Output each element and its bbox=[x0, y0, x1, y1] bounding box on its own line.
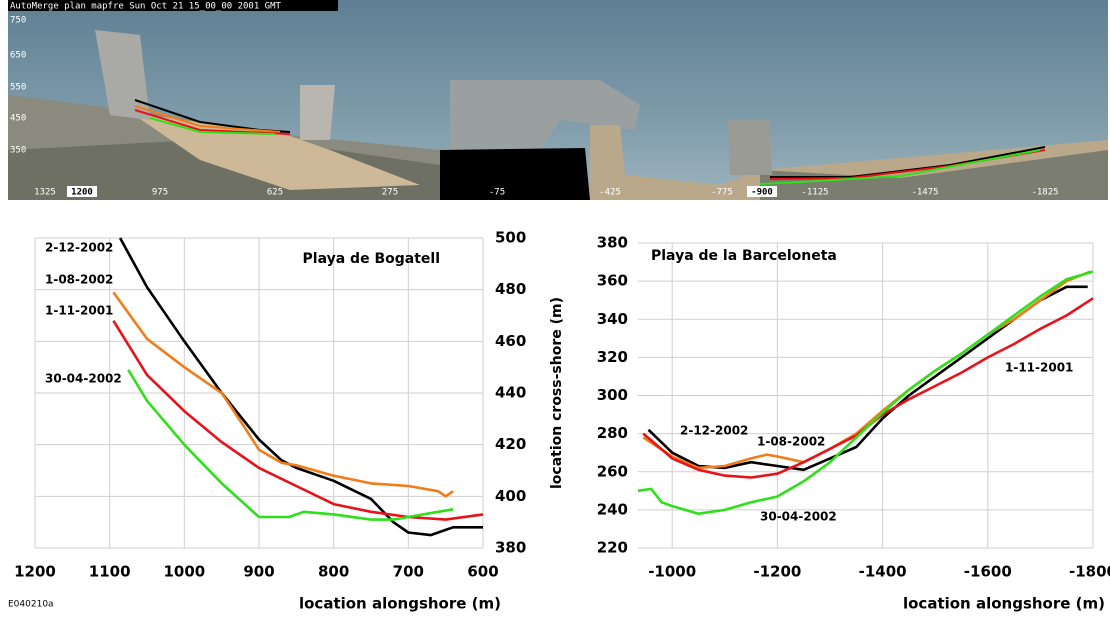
y-tick-label: 440 bbox=[495, 384, 526, 402]
image-y-label: 750 bbox=[10, 16, 26, 26]
y-tick-label: 320 bbox=[597, 348, 628, 366]
x-tick-label: 600 bbox=[467, 563, 498, 581]
figure-id: E040210a bbox=[8, 600, 54, 610]
series-label: 30-04-2002 bbox=[760, 510, 837, 524]
image-x-label: 975 bbox=[152, 188, 168, 198]
y-tick-label: 280 bbox=[597, 424, 628, 442]
x-tick-label: -1000 bbox=[648, 563, 696, 581]
y-tick-label: 460 bbox=[495, 332, 526, 350]
y-tick-label: 500 bbox=[495, 229, 526, 247]
image-x-label: -75 bbox=[489, 188, 505, 198]
y-tick-label: 380 bbox=[495, 539, 526, 557]
x-tick-label: 1200 bbox=[14, 563, 56, 581]
x-tick-label: -1400 bbox=[859, 563, 907, 581]
image-x-label: -1475 bbox=[911, 188, 938, 198]
x-tick-label: -1600 bbox=[964, 563, 1012, 581]
x-axis-label: location alongshore (m) bbox=[299, 595, 501, 613]
y-tick-label: 480 bbox=[495, 280, 526, 298]
image-y-label: 650 bbox=[10, 51, 26, 61]
image-x-label: -425 bbox=[599, 188, 621, 198]
chart-title: Playa de la Barceloneta bbox=[651, 248, 837, 264]
image-x-label: -775 bbox=[711, 188, 733, 198]
y-tick-label: 420 bbox=[495, 435, 526, 453]
image-x-label: 1200 bbox=[71, 188, 93, 198]
series-label: 1-08-2002 bbox=[45, 273, 113, 287]
image-y-label: 350 bbox=[10, 146, 26, 156]
image-x-label: 625 bbox=[267, 188, 283, 198]
chart: -1000 -1200 -1400 -1600 -1800 220 240 260 280 300… bbox=[597, 234, 1110, 613]
series-label: 1-11-2001 bbox=[45, 304, 113, 318]
x-tick-label: -1800 bbox=[1069, 563, 1110, 581]
y-tick-label: 400 bbox=[495, 487, 526, 505]
y-tick-label: 340 bbox=[597, 310, 628, 328]
series-line bbox=[643, 298, 1093, 477]
x-tick-label: 1000 bbox=[163, 563, 205, 581]
x-tick-label: 800 bbox=[318, 563, 349, 581]
y-tick-label: 360 bbox=[597, 272, 628, 290]
y-tick-label: 380 bbox=[597, 234, 628, 252]
image-x-label: -1125 bbox=[801, 188, 828, 198]
image-y-label: 550 bbox=[10, 83, 26, 93]
series-label: 2-12-2002 bbox=[680, 424, 748, 438]
image-x-label: 1325 bbox=[34, 188, 56, 198]
series-label: 1-08-2002 bbox=[757, 435, 825, 449]
image-x-label: 275 bbox=[382, 188, 398, 198]
series-line bbox=[638, 272, 1093, 514]
x-tick-label: 700 bbox=[393, 563, 424, 581]
series-line bbox=[113, 292, 453, 496]
series-label: 1-11-2001 bbox=[1005, 361, 1073, 375]
image-caption: AutoMerge plan mapfre Sun Oct 21 15_00_0… bbox=[10, 2, 282, 12]
chart: 1200 1100 1000 900 800 700 600 380 400 420 440 460 4… bbox=[14, 229, 565, 613]
series-label: 2-12-2002 bbox=[45, 241, 113, 255]
y-axis-label: location cross-shore (m) bbox=[549, 297, 565, 489]
aerial-image bbox=[8, 0, 1108, 200]
image-x-label: -1825 bbox=[1031, 188, 1058, 198]
x-tick-label: 900 bbox=[243, 563, 274, 581]
series-label: 30-04-2002 bbox=[45, 372, 122, 386]
y-tick-label: 220 bbox=[597, 539, 628, 557]
y-tick-label: 260 bbox=[597, 462, 628, 480]
y-tick-label: 240 bbox=[597, 500, 628, 518]
figure: AutoMerge plan mapfre Sun Oct 21 15_00_0… bbox=[0, 0, 1110, 615]
plots: 1200 1100 1000 900 800 700 600 380 400 420 440 460 4… bbox=[14, 229, 1110, 613]
x-tick-label: -1200 bbox=[753, 563, 801, 581]
y-tick-label: 300 bbox=[597, 386, 628, 404]
image-x-label: -900 bbox=[751, 188, 773, 198]
x-tick-label: 1100 bbox=[89, 563, 131, 581]
image-y-label: 450 bbox=[10, 114, 26, 124]
x-axis-label: location alongshore (m) bbox=[903, 595, 1105, 613]
chart-title: Playa de Bogatell bbox=[303, 251, 440, 267]
